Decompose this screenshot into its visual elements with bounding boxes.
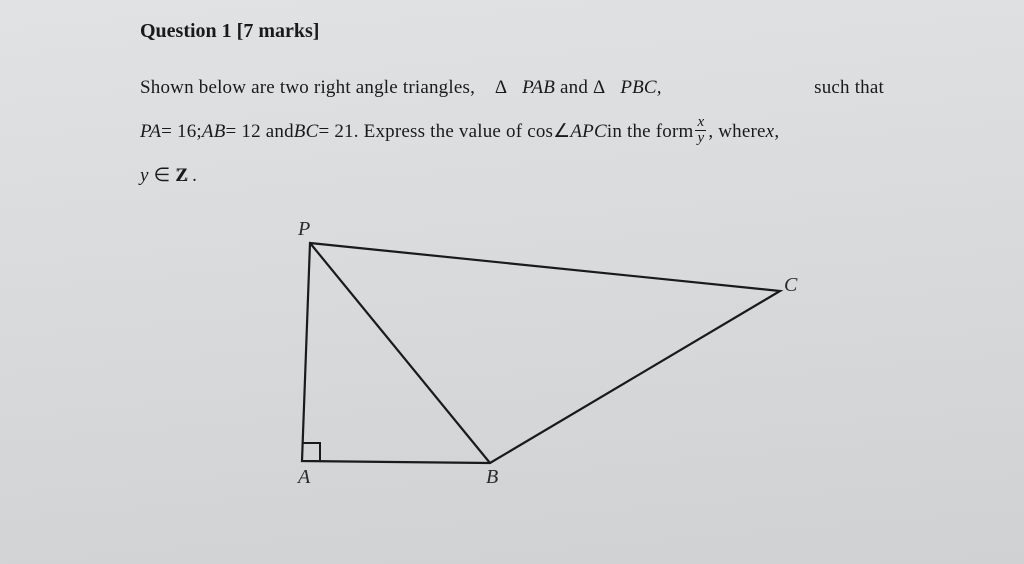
question-title: Question 1 [7 marks] (140, 20, 884, 43)
triangle-outer-path (302, 243, 780, 463)
triangle-diagram: P A B C (202, 213, 822, 493)
right-angle-marker (302, 443, 320, 461)
page: Question 1 [7 marks] Shown below are two… (0, 0, 1024, 564)
segment-pb-path (310, 243, 490, 463)
eq-3: = 21. Express the value of cos (318, 113, 553, 151)
eq-2: = 12 and (226, 113, 294, 151)
segment-ab: AB (202, 113, 226, 151)
diagram-container: P A B C (140, 213, 884, 493)
var-x: x (766, 113, 775, 151)
question-body: Shown below are two right angle triangle… (140, 69, 884, 195)
text-post-1: such that (814, 69, 884, 107)
angle-symbol: ∠ (553, 113, 570, 151)
segment-pa: PA (140, 113, 161, 151)
text-form: in the form (607, 113, 694, 151)
label-c: C (784, 274, 798, 296)
triangle-name-1: PAB (522, 77, 555, 98)
full-stop: . (192, 165, 197, 186)
question-line-3: y ∈ Z . (140, 157, 884, 195)
text-and: and (560, 77, 593, 98)
comma: , (774, 113, 779, 151)
element-of: ∈ (154, 165, 176, 186)
integers-symbol: Z (175, 157, 187, 195)
eq-1: = 16; (161, 113, 202, 151)
var-y: y (140, 165, 149, 186)
question-line-1: Shown below are two right angle triangle… (140, 69, 884, 107)
question-line-2: PA = 16; AB = 12 and BC = 21. Express th… (140, 113, 884, 151)
angle-name: APC (570, 113, 607, 151)
triangle-symbol-2: Δ (593, 77, 605, 98)
fraction-denominator: y (695, 131, 706, 146)
triangle-symbol-1: Δ (495, 77, 507, 98)
segment-bc: BC (294, 113, 319, 151)
fraction-xy: x y (695, 115, 706, 146)
text-where: , where (708, 113, 765, 151)
triangle-name-2: PBC, (620, 77, 661, 98)
label-a: A (296, 466, 311, 488)
text-pre: Shown below are two right angle triangle… (140, 77, 475, 98)
label-p: P (297, 218, 310, 240)
label-b: B (486, 466, 498, 488)
fraction-numerator: x (695, 115, 706, 131)
